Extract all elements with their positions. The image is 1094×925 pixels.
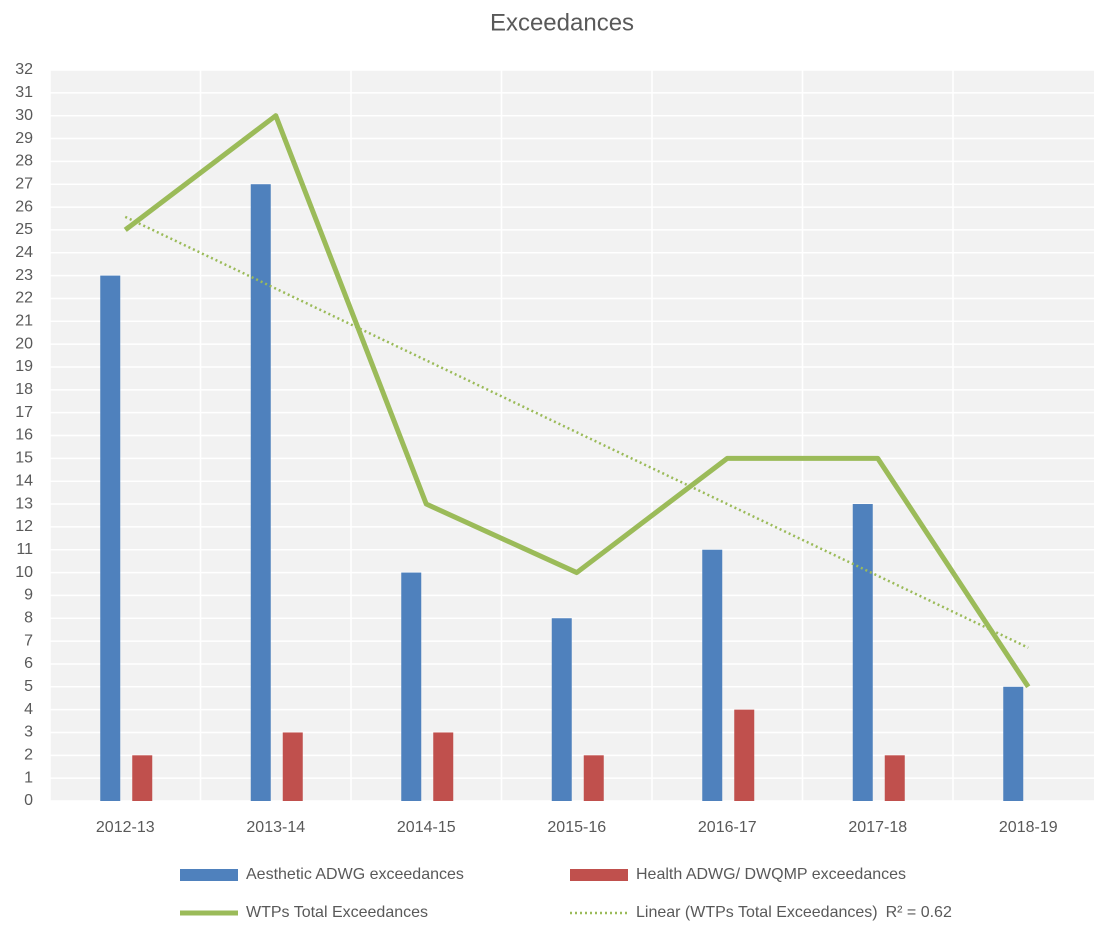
bar (551, 618, 572, 801)
y-tick-label: 19 (15, 358, 33, 375)
chart-title: Exceedances (490, 9, 634, 36)
legend-swatch (570, 869, 628, 881)
y-tick-label: 1 (24, 769, 33, 786)
bar (282, 732, 303, 801)
bar (702, 549, 723, 801)
bar (852, 504, 873, 801)
y-tick-label: 31 (15, 84, 33, 101)
y-tick-label: 5 (24, 678, 33, 695)
bar (433, 732, 454, 801)
bar (734, 709, 755, 801)
y-tick-label: 8 (24, 609, 33, 626)
y-tick-label: 17 (15, 404, 33, 421)
bar (1003, 686, 1024, 801)
y-tick-label: 30 (15, 107, 33, 124)
legend-label: Linear (WTPs Total Exceedances) (636, 904, 878, 921)
y-tick-label: 29 (15, 130, 33, 147)
legend-label: Aesthetic ADWG exceedances (246, 866, 464, 883)
y-tick-label: 9 (24, 587, 33, 604)
bar (401, 572, 422, 801)
y-tick-label: 24 (15, 244, 33, 261)
x-tick-label: 2015-16 (547, 819, 606, 836)
y-tick-label: 10 (15, 564, 33, 581)
y-tick-label: 22 (15, 290, 33, 307)
y-tick-label: 20 (15, 335, 33, 352)
y-tick-label: 2 (24, 747, 33, 764)
y-tick-label: 13 (15, 495, 33, 512)
bar (884, 755, 905, 801)
y-tick-label: 27 (15, 175, 33, 192)
y-tick-label: 3 (24, 724, 33, 741)
bar (583, 755, 604, 801)
y-tick-label: 7 (24, 632, 33, 649)
x-tick-label: 2018-19 (999, 819, 1058, 836)
y-tick-label: 28 (15, 153, 33, 170)
bar (100, 275, 121, 801)
x-tick-label: 2013-14 (246, 819, 305, 836)
y-tick-label: 18 (15, 381, 33, 398)
x-tick-label: 2012-13 (96, 819, 155, 836)
line (123, 113, 1031, 689)
y-tick-label: 11 (16, 541, 33, 558)
r-squared-label: R² = 0.62 (886, 904, 952, 921)
y-tick-label: 0 (24, 792, 33, 809)
y-tick-label: 4 (24, 701, 33, 718)
x-tick-label: 2017-18 (848, 819, 907, 836)
x-tick-label: 2016-17 (698, 819, 757, 836)
bar (132, 755, 153, 801)
y-tick-label: 14 (15, 472, 33, 489)
y-tick-label: 12 (15, 518, 33, 535)
y-tick-label: 25 (15, 221, 33, 238)
y-tick-label: 16 (15, 427, 33, 444)
y-tick-label: 32 (15, 61, 33, 78)
legend-swatch (180, 869, 238, 881)
trendline (124, 215, 1029, 649)
y-tick-label: 26 (15, 198, 33, 215)
x-tick-label: 2014-15 (397, 819, 456, 836)
y-tick-label: 15 (15, 450, 33, 467)
y-tick-label: 6 (24, 655, 33, 672)
y-tick-label: 23 (15, 267, 33, 284)
bar (250, 184, 271, 801)
legend-label: Health ADWG/ DWQMP exceedances (636, 866, 906, 883)
y-tick-label: 21 (15, 313, 33, 330)
legend-label: WTPs Total Exceedances (246, 904, 428, 921)
